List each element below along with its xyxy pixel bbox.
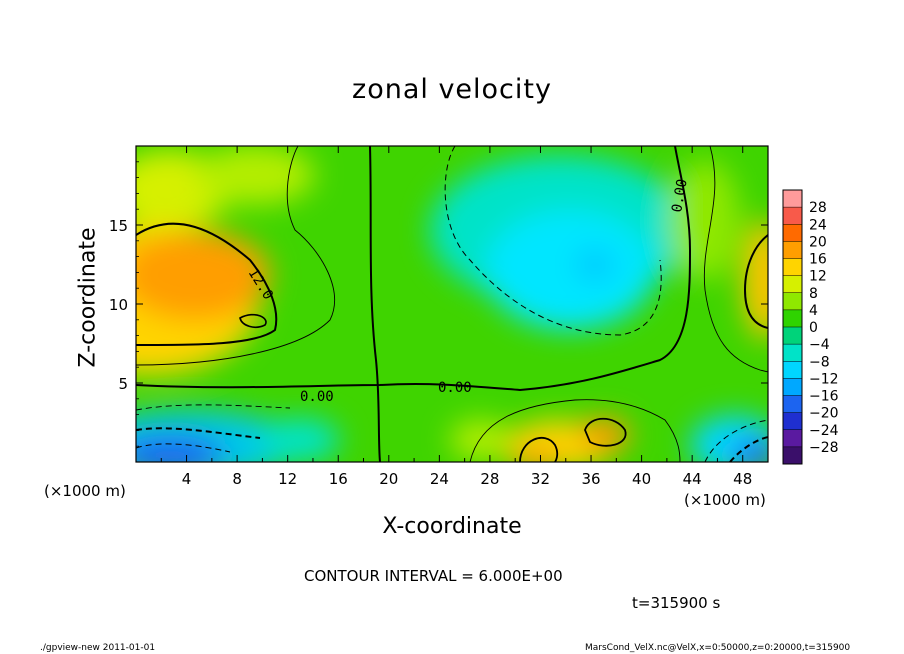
colorbar-swatch [783, 224, 802, 242]
colorbar-swatch [783, 361, 802, 379]
y-axis-label: Z-coordinate [75, 227, 101, 368]
colorbar-label: 8 [809, 286, 818, 302]
x-tick-label: 8 [232, 470, 242, 488]
x-tick-label: 4 [182, 470, 192, 488]
x-tick-label: 28 [480, 470, 499, 488]
colorbar-label: 28 [809, 200, 827, 216]
y-tick-label: 10 [109, 296, 128, 314]
chart-title: zonal velocity [352, 74, 552, 105]
colorbar-label: −8 [809, 354, 830, 370]
colorbar-label: 16 [809, 252, 827, 268]
y-tick-label: 15 [109, 217, 128, 235]
colorbar-label: 20 [809, 234, 827, 250]
colorbar-swatch [783, 344, 802, 362]
contour-label-zero-right: 0.00 [669, 178, 691, 214]
colorbar-swatch [783, 378, 802, 396]
colorbar-swatch [783, 309, 802, 328]
x-tick-label: 40 [632, 470, 651, 488]
contour-interval-label: CONTOUR INTERVAL = 6.000E+00 [304, 567, 563, 585]
colorbar-label: 12 [809, 269, 827, 285]
footer-program: ./gpview-new 2011-01-01 [40, 643, 156, 653]
colorbar-swatch [783, 327, 802, 345]
x-tick-label: 20 [379, 470, 398, 488]
colorbar-swatch [783, 241, 802, 259]
colorbar-swatch [783, 207, 802, 225]
x-tick-label: 36 [581, 470, 600, 488]
x-tick-label: 16 [329, 470, 348, 488]
colorbar-label: 4 [809, 303, 818, 319]
x-axis-label: X-coordinate [382, 514, 522, 539]
velocity-field [136, 146, 768, 462]
x-tick-label: 44 [683, 470, 702, 488]
x-axis: 4 8 12 16 20 24 28 32 36 40 44 48 [160, 146, 752, 488]
colorbar-label: −24 [809, 423, 839, 439]
footer-source: MarsCond_VelX.nc@VelX,x=0:50000,z=0:2000… [585, 643, 851, 653]
colorbar-swatch [783, 292, 802, 311]
colorbar-swatch [783, 446, 802, 465]
colorbar-label: −20 [809, 406, 839, 422]
x-tick-label: 12 [278, 470, 297, 488]
colorbar-label: 24 [809, 217, 827, 233]
x-tick-label: 24 [430, 470, 449, 488]
x-tick-label: 32 [531, 470, 550, 488]
x-unit-left: (×1000 m) [44, 482, 126, 500]
colorbar-swatch [783, 258, 802, 277]
x-tick-label: 48 [733, 470, 752, 488]
colorbar-label: −12 [809, 371, 839, 387]
colorbar-swatch [783, 190, 802, 208]
contour-label-zero-mid: 0.00 [438, 380, 472, 396]
colorbar-swatch [783, 429, 802, 448]
contour-label-zero-left: 0.00 [300, 389, 334, 405]
colorbar-swatch [783, 395, 802, 414]
colorbar-label: −16 [809, 389, 839, 405]
colorbar-swatch [783, 275, 802, 294]
colorbar-label: −28 [809, 440, 839, 456]
time-label: t=315900 s [632, 594, 721, 612]
colorbar-label: 0 [809, 320, 818, 336]
colorbar-swatch [783, 412, 802, 431]
y-tick-label: 5 [118, 375, 128, 393]
colorbar-label: −4 [809, 337, 830, 353]
y-axis: 5 10 15 [109, 161, 768, 447]
x-unit-right: (×1000 m) [684, 491, 766, 509]
